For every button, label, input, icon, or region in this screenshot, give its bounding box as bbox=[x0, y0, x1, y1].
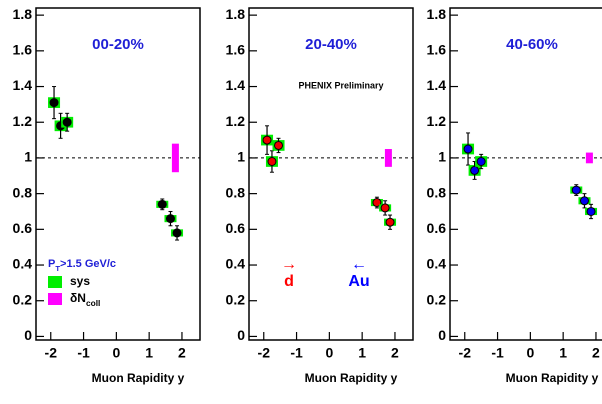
y-tick-label: 0.2 bbox=[13, 291, 33, 307]
marker bbox=[262, 135, 272, 145]
legend-label: δNcoll bbox=[70, 291, 100, 308]
marker bbox=[476, 157, 486, 167]
y-tick-label: 1.4 bbox=[13, 77, 33, 93]
y-tick-label: 0.8 bbox=[13, 184, 33, 200]
marker bbox=[470, 165, 480, 175]
y-tick-label: 0.4 bbox=[226, 256, 246, 272]
y-tick-label: 0.8 bbox=[226, 184, 246, 200]
legend-label-main: sys bbox=[70, 274, 90, 288]
y-tick-label: 1.4 bbox=[427, 77, 447, 93]
y-tick-label: 1.8 bbox=[226, 6, 246, 22]
y-tick-label: 1.2 bbox=[226, 113, 246, 129]
marker bbox=[586, 206, 596, 216]
y-tick-label: 1.2 bbox=[13, 113, 33, 129]
marker bbox=[157, 199, 167, 209]
legend-title-sub: T bbox=[55, 264, 60, 273]
x-tick-label: 2 bbox=[391, 345, 399, 361]
direction-arrow: → bbox=[281, 256, 297, 273]
y-tick-label: 0.6 bbox=[427, 220, 447, 236]
x-tick-label: 1 bbox=[559, 345, 567, 361]
marker bbox=[274, 140, 284, 150]
y-tick-label: 0.4 bbox=[427, 256, 447, 272]
direction-arrow: ← bbox=[351, 256, 367, 273]
x-tick-label: -2 bbox=[258, 345, 271, 361]
y-tick-label: 1 bbox=[438, 149, 446, 165]
y-tick-label: 0 bbox=[237, 327, 245, 343]
x-tick-label: -2 bbox=[45, 345, 58, 361]
panel-title: 40-60% bbox=[506, 36, 558, 53]
y-tick-label: 1.2 bbox=[427, 113, 447, 129]
norm-band bbox=[384, 149, 392, 167]
y-tick-label: 1.6 bbox=[427, 42, 447, 58]
marker bbox=[172, 228, 182, 238]
y-tick-label: 0.6 bbox=[226, 220, 246, 236]
y-tick-label: 1.6 bbox=[226, 42, 246, 58]
norm-band bbox=[171, 143, 179, 173]
y-tick-label: 0.2 bbox=[427, 291, 447, 307]
y-tick-label: 0 bbox=[438, 327, 446, 343]
y-tick-label: 1 bbox=[24, 149, 32, 165]
x-tick-label: 0 bbox=[112, 345, 120, 361]
marker bbox=[165, 214, 175, 224]
y-tick-label: 1.4 bbox=[226, 77, 246, 93]
legend-label: sys bbox=[70, 274, 90, 288]
x-axis-label: Muon Rapidity y bbox=[506, 371, 599, 385]
x-tick-label: 2 bbox=[178, 345, 186, 361]
y-tick-label: 1.8 bbox=[13, 6, 33, 22]
x-tick-label: 2 bbox=[592, 345, 600, 361]
x-tick-label: -1 bbox=[290, 345, 303, 361]
x-tick-label: -1 bbox=[77, 345, 90, 361]
legend-title-main: P bbox=[48, 258, 55, 270]
legend-label-sub: coll bbox=[86, 298, 100, 308]
marker bbox=[385, 217, 395, 227]
annotation: PHENIX Preliminary bbox=[298, 80, 383, 90]
y-tick-label: 0.8 bbox=[427, 184, 447, 200]
x-tick-label: 0 bbox=[325, 345, 333, 361]
marker bbox=[380, 203, 390, 213]
norm-band bbox=[585, 152, 593, 164]
panel-title: 20-40% bbox=[305, 36, 357, 53]
x-tick-label: 1 bbox=[145, 345, 153, 361]
marker bbox=[463, 144, 473, 154]
marker bbox=[49, 98, 59, 108]
y-tick-label: 1 bbox=[237, 149, 245, 165]
x-axis-label: Muon Rapidity y bbox=[92, 371, 185, 385]
y-tick-label: 0.6 bbox=[13, 220, 33, 236]
marker bbox=[571, 185, 581, 195]
marker bbox=[579, 196, 589, 206]
x-axis-label: Muon Rapidity y bbox=[305, 371, 398, 385]
x-tick-label: -1 bbox=[491, 345, 504, 361]
marker bbox=[267, 157, 277, 167]
y-tick-label: 0 bbox=[24, 327, 32, 343]
legend-swatch bbox=[48, 293, 62, 305]
panel-title: 00-20% bbox=[92, 36, 144, 53]
plot-frame bbox=[248, 7, 414, 341]
x-tick-label: 0 bbox=[526, 345, 534, 361]
plot-frame bbox=[35, 7, 201, 341]
legend-title: PT>1.5 GeV/c bbox=[48, 258, 116, 273]
direction-label: d bbox=[284, 273, 294, 290]
plot-frame bbox=[449, 7, 602, 341]
y-tick-label: 1.6 bbox=[13, 42, 33, 58]
x-tick-label: -2 bbox=[459, 345, 472, 361]
y-tick-label: 1.8 bbox=[427, 6, 447, 22]
marker bbox=[62, 117, 72, 127]
direction-label: Au bbox=[348, 273, 369, 290]
marker bbox=[372, 198, 382, 208]
legend-swatch bbox=[48, 276, 62, 288]
y-tick-label: 0.4 bbox=[13, 256, 33, 272]
y-tick-label: 0.2 bbox=[226, 291, 246, 307]
x-tick-label: 1 bbox=[358, 345, 366, 361]
legend-title-rest: >1.5 GeV/c bbox=[60, 258, 116, 270]
legend-label-main: δN bbox=[70, 291, 86, 305]
